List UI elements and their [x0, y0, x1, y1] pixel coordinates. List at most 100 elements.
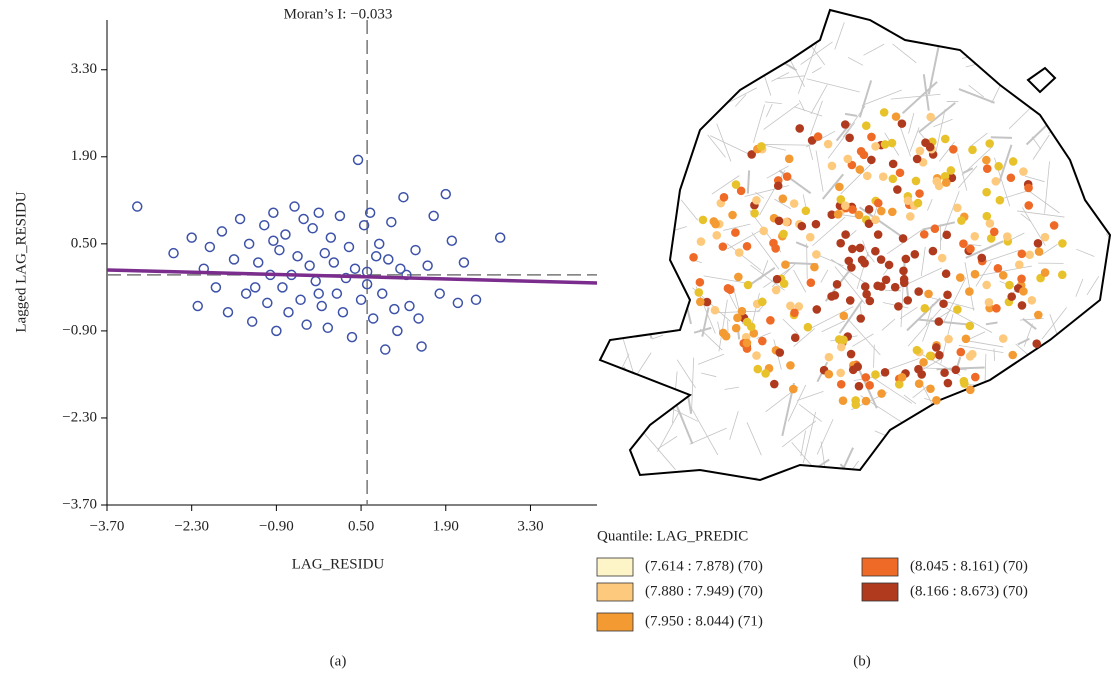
road	[787, 384, 807, 422]
road	[641, 256, 649, 271]
road	[922, 317, 932, 342]
road	[800, 430, 806, 457]
map-point	[940, 134, 950, 144]
map-point	[965, 287, 974, 296]
map-point	[769, 379, 779, 389]
point	[349, 263, 361, 274]
point	[434, 288, 445, 299]
legend-swatch	[596, 557, 634, 577]
map-point	[766, 316, 775, 325]
map-point	[984, 298, 994, 307]
map-point	[848, 244, 857, 254]
road	[827, 460, 859, 480]
map-point	[925, 142, 935, 152]
road	[806, 243, 808, 280]
map-point	[861, 121, 871, 130]
road	[644, 23, 685, 35]
map-point	[952, 203, 962, 213]
road	[961, 146, 994, 176]
road	[1063, 122, 1069, 134]
map-point	[813, 132, 823, 141]
road	[1069, 69, 1076, 79]
road	[1077, 389, 1096, 421]
map-point	[891, 112, 901, 121]
map-point	[926, 384, 935, 394]
point	[313, 207, 324, 219]
road	[697, 353, 725, 365]
map-point	[742, 338, 752, 348]
road	[693, 326, 712, 334]
map-point	[917, 370, 926, 379]
map-point	[903, 296, 913, 305]
map-point	[961, 334, 971, 344]
map-point	[871, 370, 880, 379]
map-point	[982, 211, 992, 221]
map-point	[970, 231, 980, 241]
map-point	[914, 379, 924, 388]
road	[781, 420, 817, 448]
map-point	[811, 219, 821, 229]
road	[927, 199, 933, 211]
road	[975, 261, 992, 287]
map-point	[728, 210, 737, 220]
road	[1008, 398, 1046, 424]
map-point	[789, 199, 799, 208]
map-point	[1006, 173, 1016, 183]
map-point	[843, 154, 853, 164]
map-point	[1058, 239, 1067, 248]
road	[647, 226, 688, 239]
map-point	[919, 358, 928, 367]
road	[969, 132, 988, 148]
road	[690, 406, 719, 456]
road	[624, 298, 670, 331]
point	[494, 232, 506, 243]
point	[470, 294, 482, 306]
road	[670, 189, 677, 213]
map-point	[856, 314, 866, 323]
map-point	[860, 258, 869, 268]
y-tick-label: 1.90	[71, 148, 97, 164]
map-point	[860, 282, 870, 291]
map-point	[757, 142, 766, 151]
map-point	[702, 297, 712, 307]
road	[985, 321, 998, 326]
map-point	[915, 189, 924, 198]
map-point	[861, 373, 871, 382]
road	[922, 221, 956, 231]
map-point	[865, 296, 875, 306]
road	[600, 300, 629, 331]
map-point	[893, 185, 902, 194]
point	[322, 322, 334, 334]
road	[1053, 430, 1099, 460]
point	[304, 260, 315, 271]
map-point	[1008, 157, 1018, 166]
road	[600, 115, 628, 147]
map-point	[867, 155, 876, 165]
road	[612, 323, 644, 332]
road	[909, 127, 920, 152]
road	[687, 396, 693, 414]
road	[968, 84, 984, 98]
legend-swatch	[596, 612, 634, 632]
road	[1073, 10, 1100, 18]
map-point	[847, 263, 856, 272]
map-point	[827, 161, 837, 171]
road	[746, 483, 761, 485]
map-dots	[689, 108, 1067, 409]
road	[606, 208, 646, 218]
road	[793, 270, 807, 293]
road	[763, 103, 800, 130]
road	[723, 223, 751, 231]
road	[821, 320, 845, 333]
road	[965, 240, 1004, 259]
map-point	[884, 260, 894, 270]
point	[355, 294, 367, 306]
map-point	[914, 287, 923, 296]
road	[713, 310, 761, 314]
map-point	[709, 217, 719, 226]
map-point	[731, 228, 740, 237]
map-point	[871, 246, 880, 256]
road	[924, 295, 975, 310]
map-point	[934, 181, 944, 191]
road	[660, 78, 692, 85]
